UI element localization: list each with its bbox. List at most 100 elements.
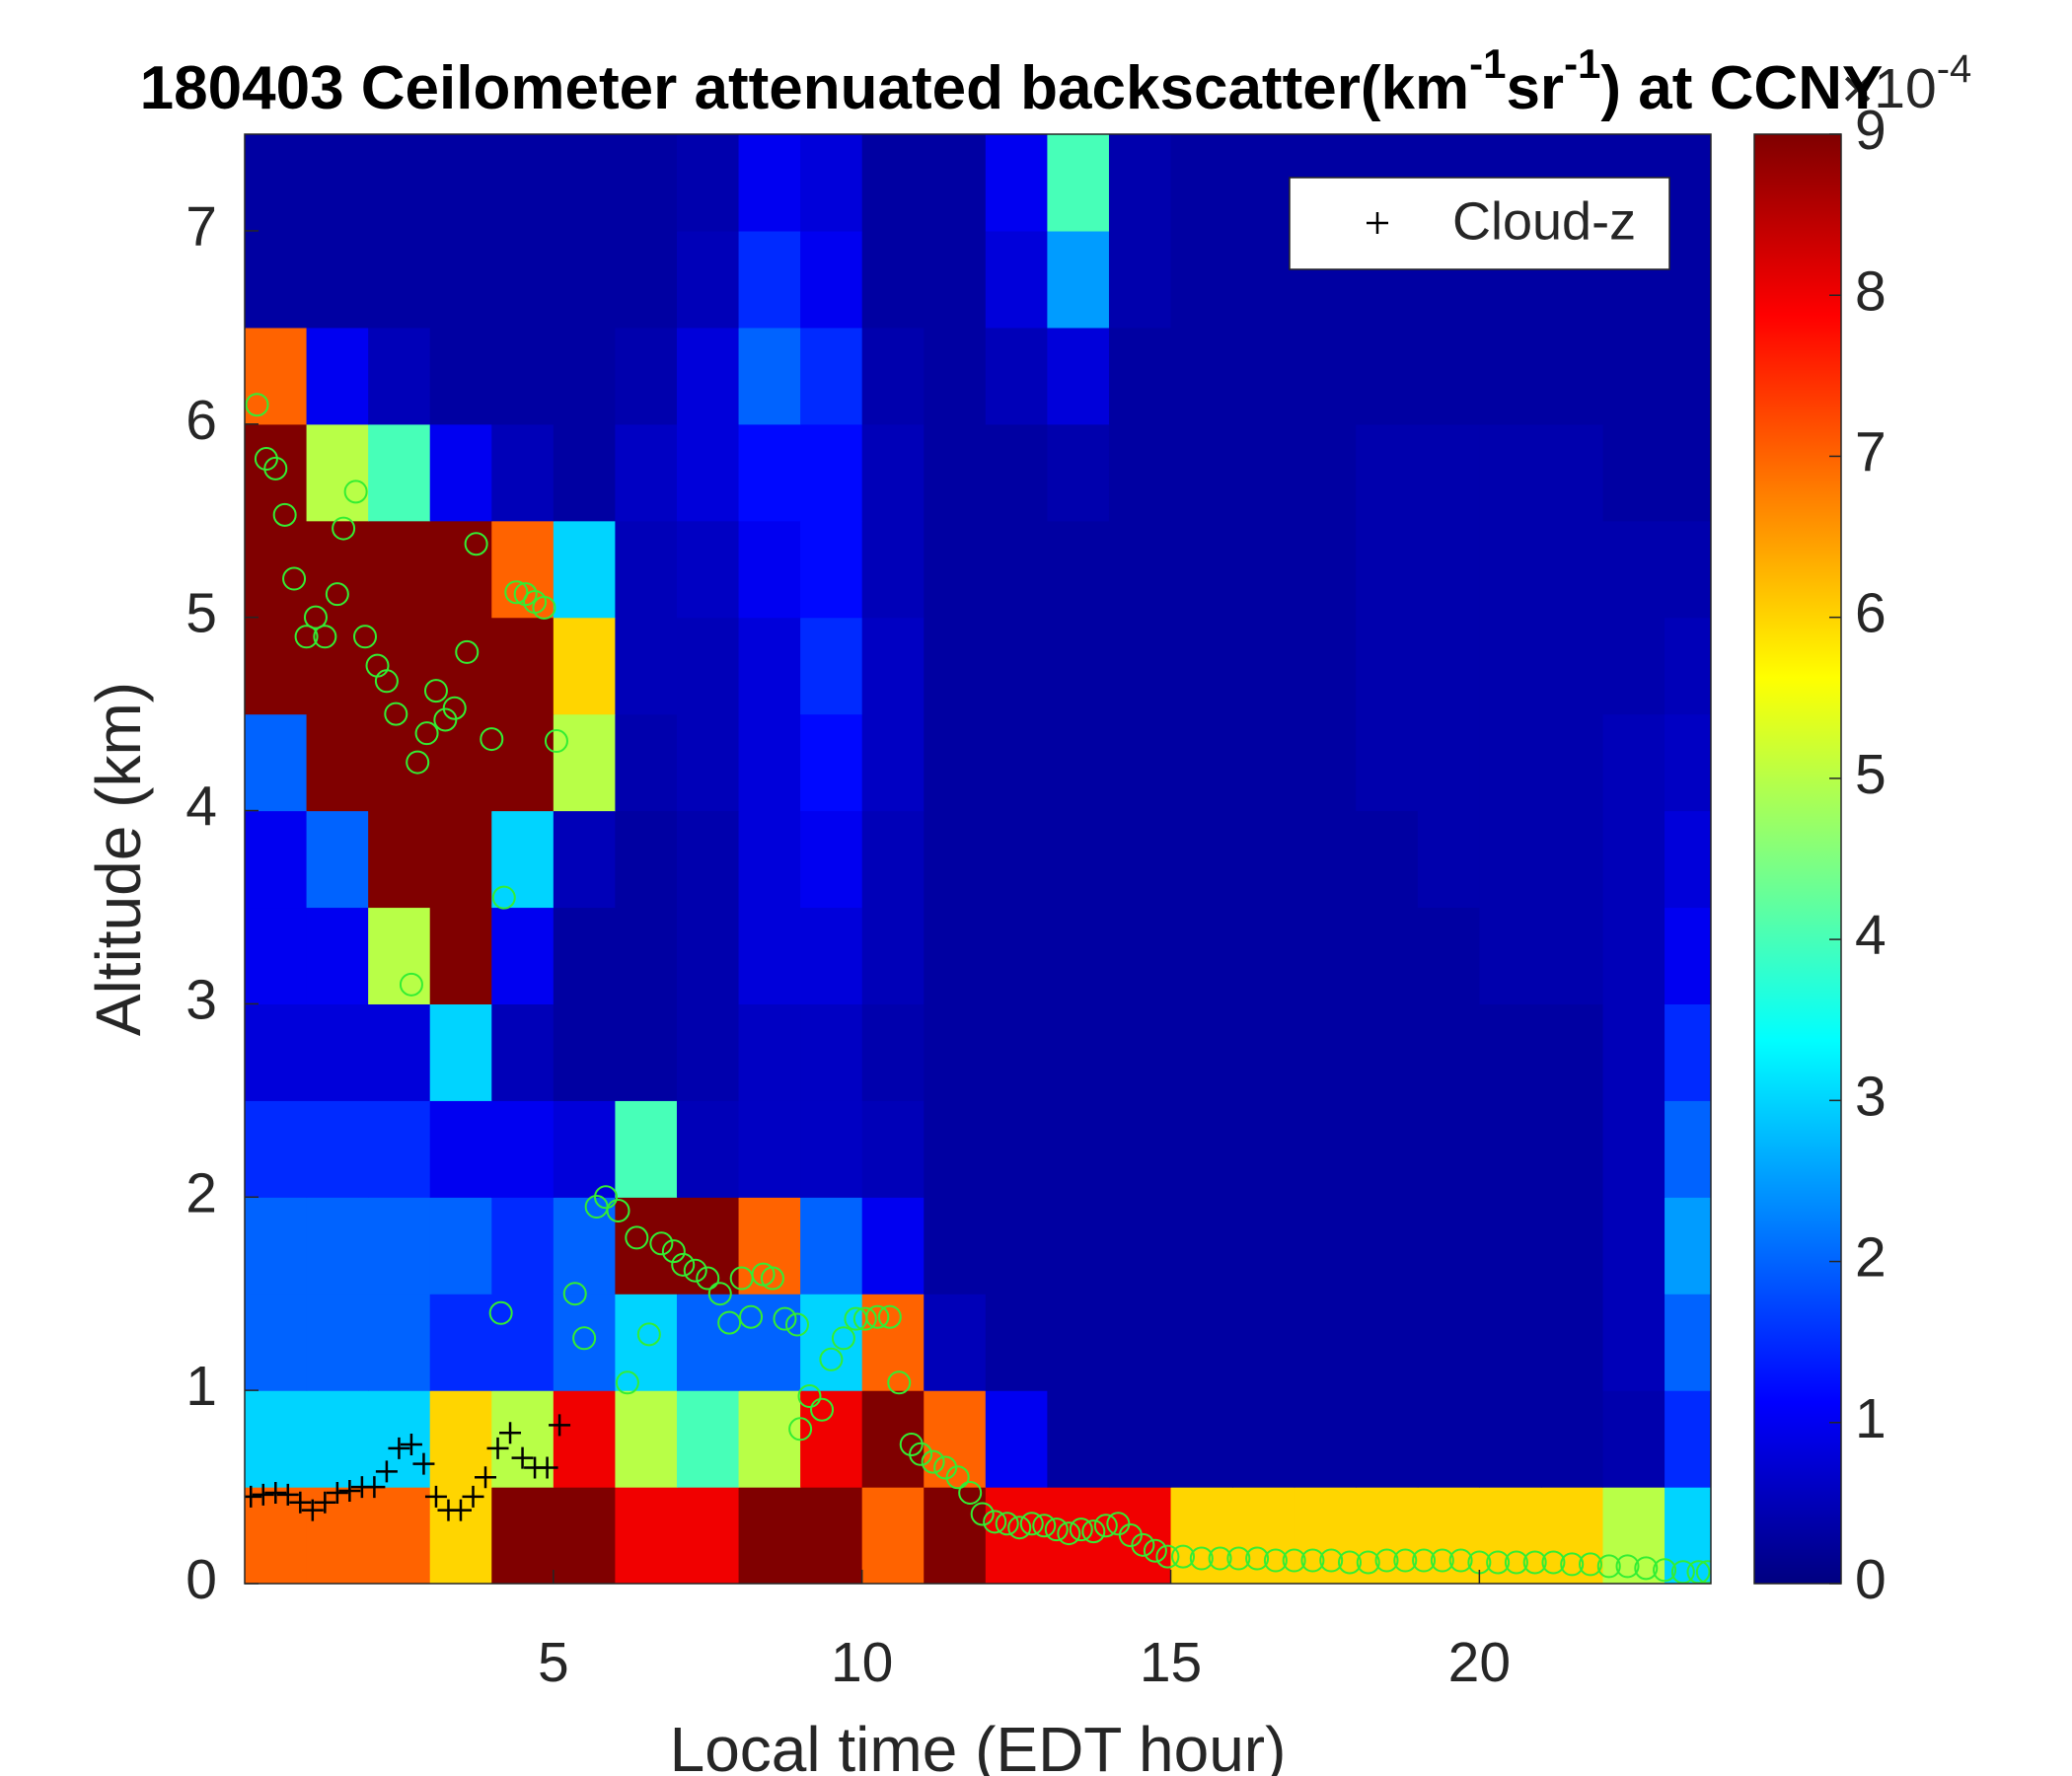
heatmap-cell [615,1487,678,1584]
colorbar-scale-exponent: -4 [1937,47,1972,91]
heatmap-cell [1602,520,1665,619]
heatmap-cell [553,713,617,812]
heatmap-cell [738,327,801,425]
circle-marker [1374,1548,1399,1573]
heatmap-cell [491,1100,555,1198]
heatmap-cell [1294,713,1357,812]
heatmap-cell [491,810,555,909]
circle-marker [865,1304,890,1329]
cloud-marker [462,1485,484,1508]
heatmap-cell [1170,1003,1233,1101]
heatmap-cell [1540,907,1604,1004]
circle-marker [661,1239,686,1264]
heatmap-cell [738,1390,801,1488]
heatmap-cell [1417,1294,1480,1391]
circle-marker [877,1304,902,1329]
x-axis-label: Local time (EDT hour) [670,1714,1287,1776]
heatmap-cell [1665,1487,1711,1584]
heatmap-cell [245,423,308,522]
circle-marker [819,1347,844,1371]
heatmap-cell [1170,520,1233,619]
heatmap-cell [1108,713,1172,812]
heatmap-cell [429,423,492,522]
heatmap-cell [368,713,431,812]
heatmap-cell [1108,617,1172,715]
heatmap-cell [368,134,431,232]
circle-marker [562,1282,587,1306]
heatmap-cell [1047,1294,1110,1391]
heatmap-cell [924,230,987,329]
heatmap-cell [924,423,987,522]
heatmap-cell [1417,327,1480,425]
heatmap-cell [1294,423,1357,522]
cloud-marker [338,1479,361,1502]
heatmap-cell [491,1487,555,1584]
circle-marker [615,1370,639,1395]
cloud-marker [314,1491,336,1514]
circle-marker [423,679,448,703]
colorbar-tick-label: 7 [1855,421,1887,484]
heatmap-cell [1047,423,1110,522]
heatmap-cell [306,907,369,1004]
heatmap-cell [553,230,617,329]
heatmap-cell [1479,907,1542,1004]
cloud-marker [375,1460,398,1483]
heatmap-cell [429,1100,492,1198]
circle-marker [1093,1514,1118,1538]
heatmap-cell [1356,1100,1419,1198]
heatmap-cell [861,1487,925,1584]
colorbar-tick-label: 5 [1855,743,1887,806]
heatmap-cell [615,134,678,232]
heatmap-cell [245,810,308,909]
heatmap-cell [553,907,617,1004]
heatmap-cell [924,907,987,1004]
heatmap-cell [491,1197,555,1295]
heatmap-cell [368,520,431,619]
circle-marker [1044,1517,1069,1542]
heatmap-cell [1540,327,1604,425]
heatmap-cell [429,1003,492,1101]
heatmap-cell [1479,1100,1542,1198]
x-tick-label: 15 [1140,1631,1202,1694]
heatmap-cell [1417,907,1480,1004]
heatmap-cell [429,134,492,232]
heatmap-cell [1540,1197,1604,1295]
heatmap-cell [1479,327,1542,425]
heatmap-cell [676,230,740,329]
circle-marker [353,625,378,649]
circle-marker [263,456,288,481]
circle-marker [958,1480,983,1505]
heatmap-cell [738,423,801,522]
heatmap-cell [1294,1100,1357,1198]
cloud-marker [400,1433,422,1455]
title-part: 180403 Ceilometer attenuated backscatter… [140,54,1469,122]
cloud-marker [499,1422,522,1444]
heatmap-cell [1665,520,1711,619]
heatmap-cell [615,713,678,812]
heatmap-cell [245,1390,308,1488]
circle-marker [1670,1560,1695,1584]
heatmap-cell [1417,713,1480,812]
heatmap-cell [1602,327,1665,425]
heatmap-cell [924,520,987,619]
heatmap-cell [368,230,431,329]
heatmap-cell [245,1294,308,1391]
heatmap-cell [861,617,925,715]
heatmap-cell [615,810,678,909]
y-tick-label: 2 [185,1161,217,1224]
heatmap-cell [553,520,617,619]
heatmap-cell [306,1390,369,1488]
heatmap-cell [1170,1294,1233,1391]
heatmap-cell [245,907,308,1004]
circle-marker [797,1384,822,1409]
heatmap-cell [1232,134,1295,232]
cloud-marker [388,1437,410,1459]
heatmap-cell [1479,617,1542,715]
heatmap-cell [1665,1100,1711,1198]
heatmap-cell [615,617,678,715]
heatmap-cell [738,713,801,812]
title-part: sr [1506,54,1564,122]
heatmap-cell [1602,1100,1665,1198]
